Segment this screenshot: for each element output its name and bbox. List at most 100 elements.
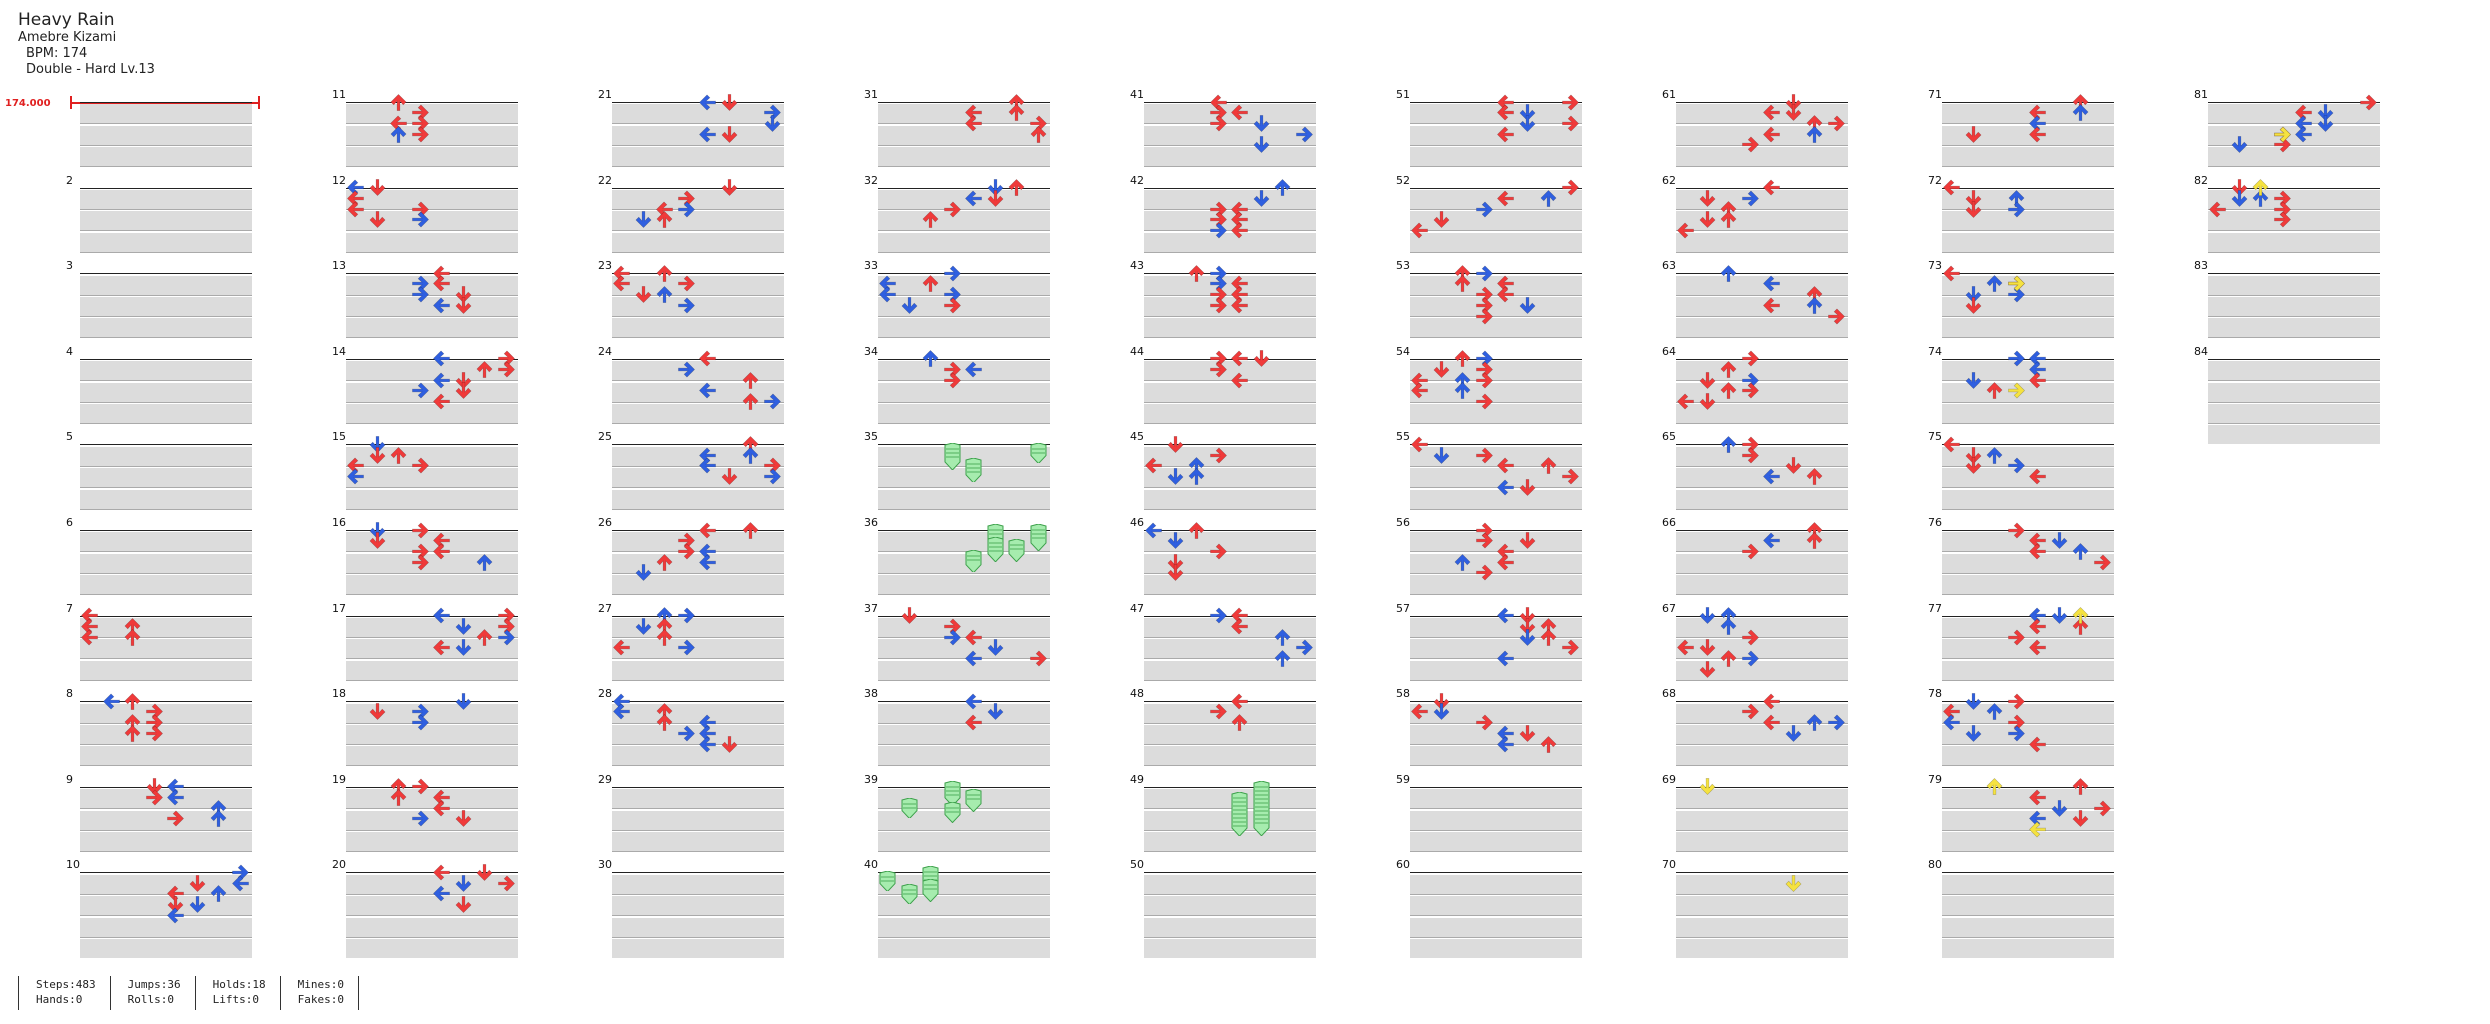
arrow-down-icon <box>368 210 387 229</box>
arrow-down-icon <box>634 617 653 636</box>
measure-number: 57 <box>1396 601 1410 615</box>
arrow-right-icon <box>1561 638 1580 657</box>
beat-line <box>346 637 518 638</box>
beat-line <box>878 209 1050 210</box>
arrow-left-icon <box>2028 820 2047 839</box>
beat-band <box>1144 810 1316 830</box>
beat-line <box>1676 166 1848 168</box>
beat-line <box>1144 893 1316 895</box>
arrow-right-icon <box>1741 628 1760 647</box>
arrow-left-icon <box>432 296 451 315</box>
arrow-up-icon <box>1029 125 1048 144</box>
beat-line <box>1942 401 2114 403</box>
measure-number: 52 <box>1396 173 1410 187</box>
beat-band <box>612 703 784 723</box>
measure-line <box>878 701 1050 703</box>
arrow-left-icon <box>1762 103 1781 122</box>
arrow-right-icon <box>1209 114 1228 133</box>
beat-line <box>346 465 518 467</box>
beat-line <box>1410 808 1582 810</box>
beat-line <box>1942 487 2114 489</box>
beat-band <box>1942 703 2114 723</box>
arrow-right-icon <box>763 392 782 411</box>
beat-band <box>612 874 784 894</box>
beat-band <box>80 810 252 830</box>
beat-band <box>612 832 784 851</box>
stats-group-holds: Holds:18 Lifts:0 <box>194 976 280 1010</box>
measure-number: 73 <box>1928 259 1942 273</box>
arrow-right-icon <box>1741 542 1760 561</box>
arrow-left-icon <box>698 553 717 572</box>
beat-band <box>612 232 784 252</box>
measure-line <box>1676 872 1848 874</box>
beat-line <box>1676 487 1848 489</box>
beat-band <box>1410 639 1582 659</box>
beat-band <box>1410 810 1582 830</box>
beat-line <box>80 401 252 403</box>
measure-number: 81 <box>2194 88 2208 101</box>
beat-line <box>878 294 1050 296</box>
arrow-left-icon <box>1144 521 1163 540</box>
beat-line <box>1676 423 1848 424</box>
beat-band <box>2208 104 2380 124</box>
beat-line <box>878 123 1050 125</box>
beat-line <box>1676 380 1848 382</box>
beat-band <box>878 211 1050 231</box>
beat-line <box>878 144 1050 146</box>
arrow-up-icon <box>1273 649 1292 668</box>
beat-line <box>1410 209 1582 210</box>
arrow-right-icon <box>411 210 430 229</box>
beat-line <box>1144 915 1316 917</box>
arrow-up-icon <box>1539 735 1558 754</box>
arrow-right-icon <box>1475 264 1494 283</box>
beat-band <box>1144 789 1316 809</box>
beat-line <box>878 594 1050 596</box>
beat-band <box>2208 382 2380 402</box>
measure-number: 61 <box>1662 88 1676 101</box>
arrow-left-icon <box>1496 478 1515 497</box>
beat-band <box>346 232 518 252</box>
measure-line <box>1410 358 1582 360</box>
measure-number: 36 <box>864 516 878 529</box>
arrow-left-icon <box>1410 381 1429 400</box>
beat-line <box>346 893 518 895</box>
arrow-up-icon <box>1539 628 1558 647</box>
beat-line <box>346 594 518 596</box>
beat-line <box>2208 337 2380 339</box>
arrow-left-icon <box>432 349 451 368</box>
arrow-up-icon <box>1985 702 2004 721</box>
arrow-left-icon <box>1942 178 1961 197</box>
beat-band <box>878 297 1050 316</box>
measure-number: 28 <box>598 687 612 701</box>
hold-note <box>901 797 918 820</box>
beat-line <box>2208 230 2380 232</box>
measure-number: 17 <box>332 601 346 615</box>
measure-number: 78 <box>1928 687 1942 701</box>
measure-line <box>878 358 1050 360</box>
beat-band <box>1942 939 2114 958</box>
beat-line <box>1144 337 1316 339</box>
beat-band <box>1942 725 2114 744</box>
beat-line <box>1144 294 1316 296</box>
beat-line <box>346 851 518 852</box>
arrow-right-icon <box>1827 114 1846 133</box>
beat-band <box>80 618 252 637</box>
beat-line <box>878 722 1050 724</box>
beat-band <box>878 489 1050 509</box>
measure-line <box>1410 701 1582 703</box>
measure-line <box>1942 187 2114 189</box>
arrow-left-icon <box>2208 200 2227 219</box>
measure-number: 2 <box>66 173 73 187</box>
measure-number: 63 <box>1662 259 1676 273</box>
beat-band <box>346 810 518 830</box>
beat-band <box>612 489 784 509</box>
beat-line <box>1144 166 1316 168</box>
beat-line <box>346 936 518 938</box>
lifts-count: Lifts:0 <box>212 993 259 1006</box>
beat-band <box>2208 318 2380 338</box>
beat-band <box>1676 917 1848 937</box>
beat-line <box>80 572 252 574</box>
measure-line <box>1144 102 1316 103</box>
beat-line <box>1410 465 1582 467</box>
arrow-up-icon <box>123 692 142 711</box>
